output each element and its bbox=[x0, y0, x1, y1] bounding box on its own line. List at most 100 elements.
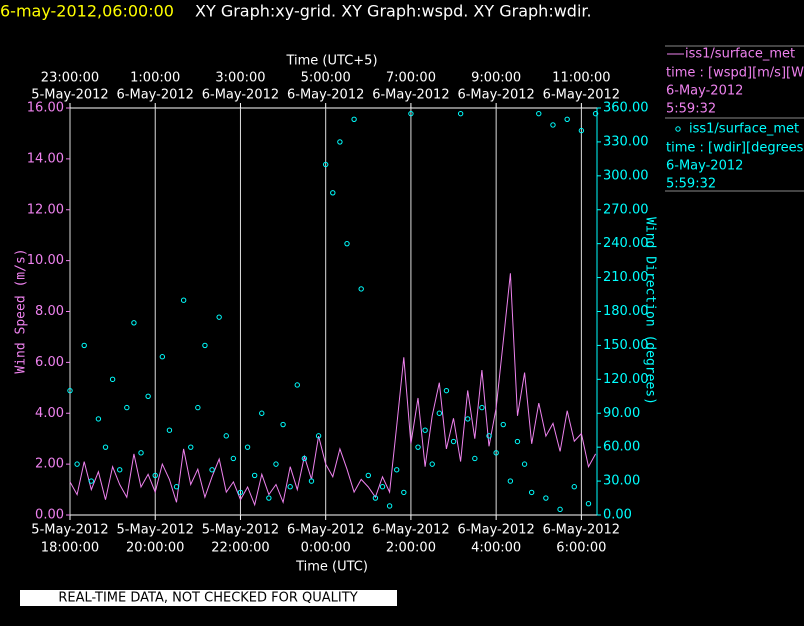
direction-point bbox=[337, 139, 343, 145]
x2-tick-label: 11:00:00 bbox=[552, 71, 610, 86]
x2-tick-label: 6-May-2012 bbox=[202, 88, 279, 103]
title-date: 6-may-2012,06:00:00 bbox=[0, 2, 174, 21]
chart-title: XY Graph:xy-grid. XY Graph:wspd. XY Grap… bbox=[195, 2, 592, 21]
direction-point bbox=[358, 286, 364, 292]
direction-point bbox=[315, 433, 322, 439]
direction-point bbox=[330, 190, 336, 196]
x-tick-label: 6-May-2012 bbox=[372, 523, 449, 538]
x-tick-label: 6-May-2012 bbox=[457, 523, 534, 538]
direction-point bbox=[578, 127, 585, 134]
direction-point bbox=[216, 314, 222, 320]
direction-point bbox=[301, 455, 308, 462]
direction-point bbox=[74, 461, 80, 467]
x2-tick-label: 7:00:00 bbox=[386, 71, 436, 86]
y-tick-label: 8.00 bbox=[35, 304, 64, 319]
direction-point bbox=[159, 354, 166, 360]
legend-detail: 6-May-2012 bbox=[666, 159, 743, 174]
direction-point bbox=[557, 506, 563, 513]
legend-label: iss1/surface_met bbox=[685, 47, 795, 62]
direction-point bbox=[401, 489, 407, 496]
direction-point bbox=[443, 387, 450, 394]
y2-tick-label: 180.00 bbox=[603, 304, 649, 319]
direction-point bbox=[280, 421, 286, 428]
y2-tick-label: 300.00 bbox=[603, 168, 649, 183]
x2-tick-label: 6-May-2012 bbox=[457, 88, 534, 103]
legend-swatch bbox=[675, 126, 681, 132]
direction-point bbox=[259, 410, 265, 416]
x2-tick-label: 1:00:00 bbox=[130, 71, 180, 86]
direction-point bbox=[372, 495, 379, 501]
direction-point bbox=[592, 110, 599, 117]
x-tick-label: 20:00:00 bbox=[126, 541, 184, 556]
y2-tick-label: 150.00 bbox=[603, 338, 649, 353]
direction-point bbox=[493, 450, 499, 456]
direction-point bbox=[308, 478, 315, 484]
direction-point bbox=[138, 450, 144, 456]
x-tick-label: 4:00:00 bbox=[471, 541, 521, 556]
notice-box bbox=[20, 590, 397, 606]
x-tick-label: 2:00:00 bbox=[386, 541, 436, 556]
legend-detail: time : [wspd][m/s][Wind bbox=[666, 66, 804, 81]
y2-tick-label: 240.00 bbox=[603, 236, 649, 251]
x-tick-label: 22:00:00 bbox=[211, 541, 269, 556]
direction-point bbox=[322, 161, 329, 168]
direction-point bbox=[117, 467, 123, 473]
direction-point bbox=[536, 110, 542, 117]
direction-point bbox=[457, 110, 464, 117]
y-tick-label: 16.00 bbox=[27, 101, 64, 116]
direction-point bbox=[543, 495, 549, 501]
direction-point bbox=[166, 427, 173, 433]
direction-point bbox=[436, 410, 443, 416]
direction-point bbox=[479, 404, 485, 411]
x2-tick-label: 3:00:00 bbox=[215, 71, 265, 86]
x2-axis-title: Time (UTC+5) bbox=[285, 54, 377, 69]
direction-point bbox=[351, 116, 357, 123]
direction-point bbox=[244, 444, 251, 450]
direction-point bbox=[429, 461, 435, 467]
direction-point bbox=[202, 342, 208, 349]
direction-point bbox=[188, 444, 194, 450]
direction-point bbox=[88, 478, 95, 484]
direction-point bbox=[230, 455, 237, 462]
direction-point bbox=[124, 404, 130, 411]
y2-tick-label: 210.00 bbox=[603, 270, 649, 285]
y2-tick-label: 30.00 bbox=[603, 474, 640, 489]
x-tick-label: 5-May-2012 bbox=[117, 523, 194, 538]
y2-tick-label: 60.00 bbox=[603, 440, 640, 455]
y-tick-label: 10.00 bbox=[27, 253, 64, 268]
direction-point bbox=[251, 472, 258, 479]
x-tick-label: 18:00:00 bbox=[41, 541, 99, 556]
direction-point bbox=[287, 484, 293, 490]
direction-point bbox=[379, 484, 386, 490]
legend-label: iss1/surface_met bbox=[689, 122, 799, 137]
direction-point bbox=[173, 484, 180, 490]
y2-tick-label: 330.00 bbox=[603, 134, 649, 149]
direction-point bbox=[386, 503, 393, 509]
y-tick-label: 14.00 bbox=[27, 151, 64, 166]
direction-point bbox=[528, 489, 535, 496]
x2-tick-label: 6-May-2012 bbox=[117, 88, 194, 103]
y-axis-title: Wind Speed (m/s) bbox=[14, 248, 29, 373]
y-tick-label: 6.00 bbox=[35, 355, 64, 370]
legend-detail: 6-May-2012 bbox=[666, 84, 743, 99]
x-axis-title: Time (UTC) bbox=[295, 560, 368, 575]
direction-point bbox=[145, 393, 151, 399]
y2-tick-label: 120.00 bbox=[603, 372, 649, 387]
direction-point bbox=[294, 382, 300, 388]
direction-point bbox=[550, 122, 556, 128]
direction-point bbox=[152, 472, 158, 479]
direction-point bbox=[266, 495, 272, 501]
direction-point bbox=[585, 500, 592, 507]
y2-tick-label: 360.00 bbox=[603, 101, 649, 116]
direction-point bbox=[521, 461, 528, 467]
direction-point bbox=[507, 478, 514, 484]
legend-detail: 5:59:32 bbox=[666, 102, 716, 117]
x2-tick-label: 23:00:00 bbox=[41, 71, 99, 86]
direction-point bbox=[95, 416, 102, 422]
speed-line bbox=[69, 273, 597, 507]
x-tick-label: 6-May-2012 bbox=[287, 523, 364, 538]
direction-point bbox=[564, 116, 570, 123]
legend-detail: time : [wdir][degrees][V bbox=[666, 141, 804, 156]
